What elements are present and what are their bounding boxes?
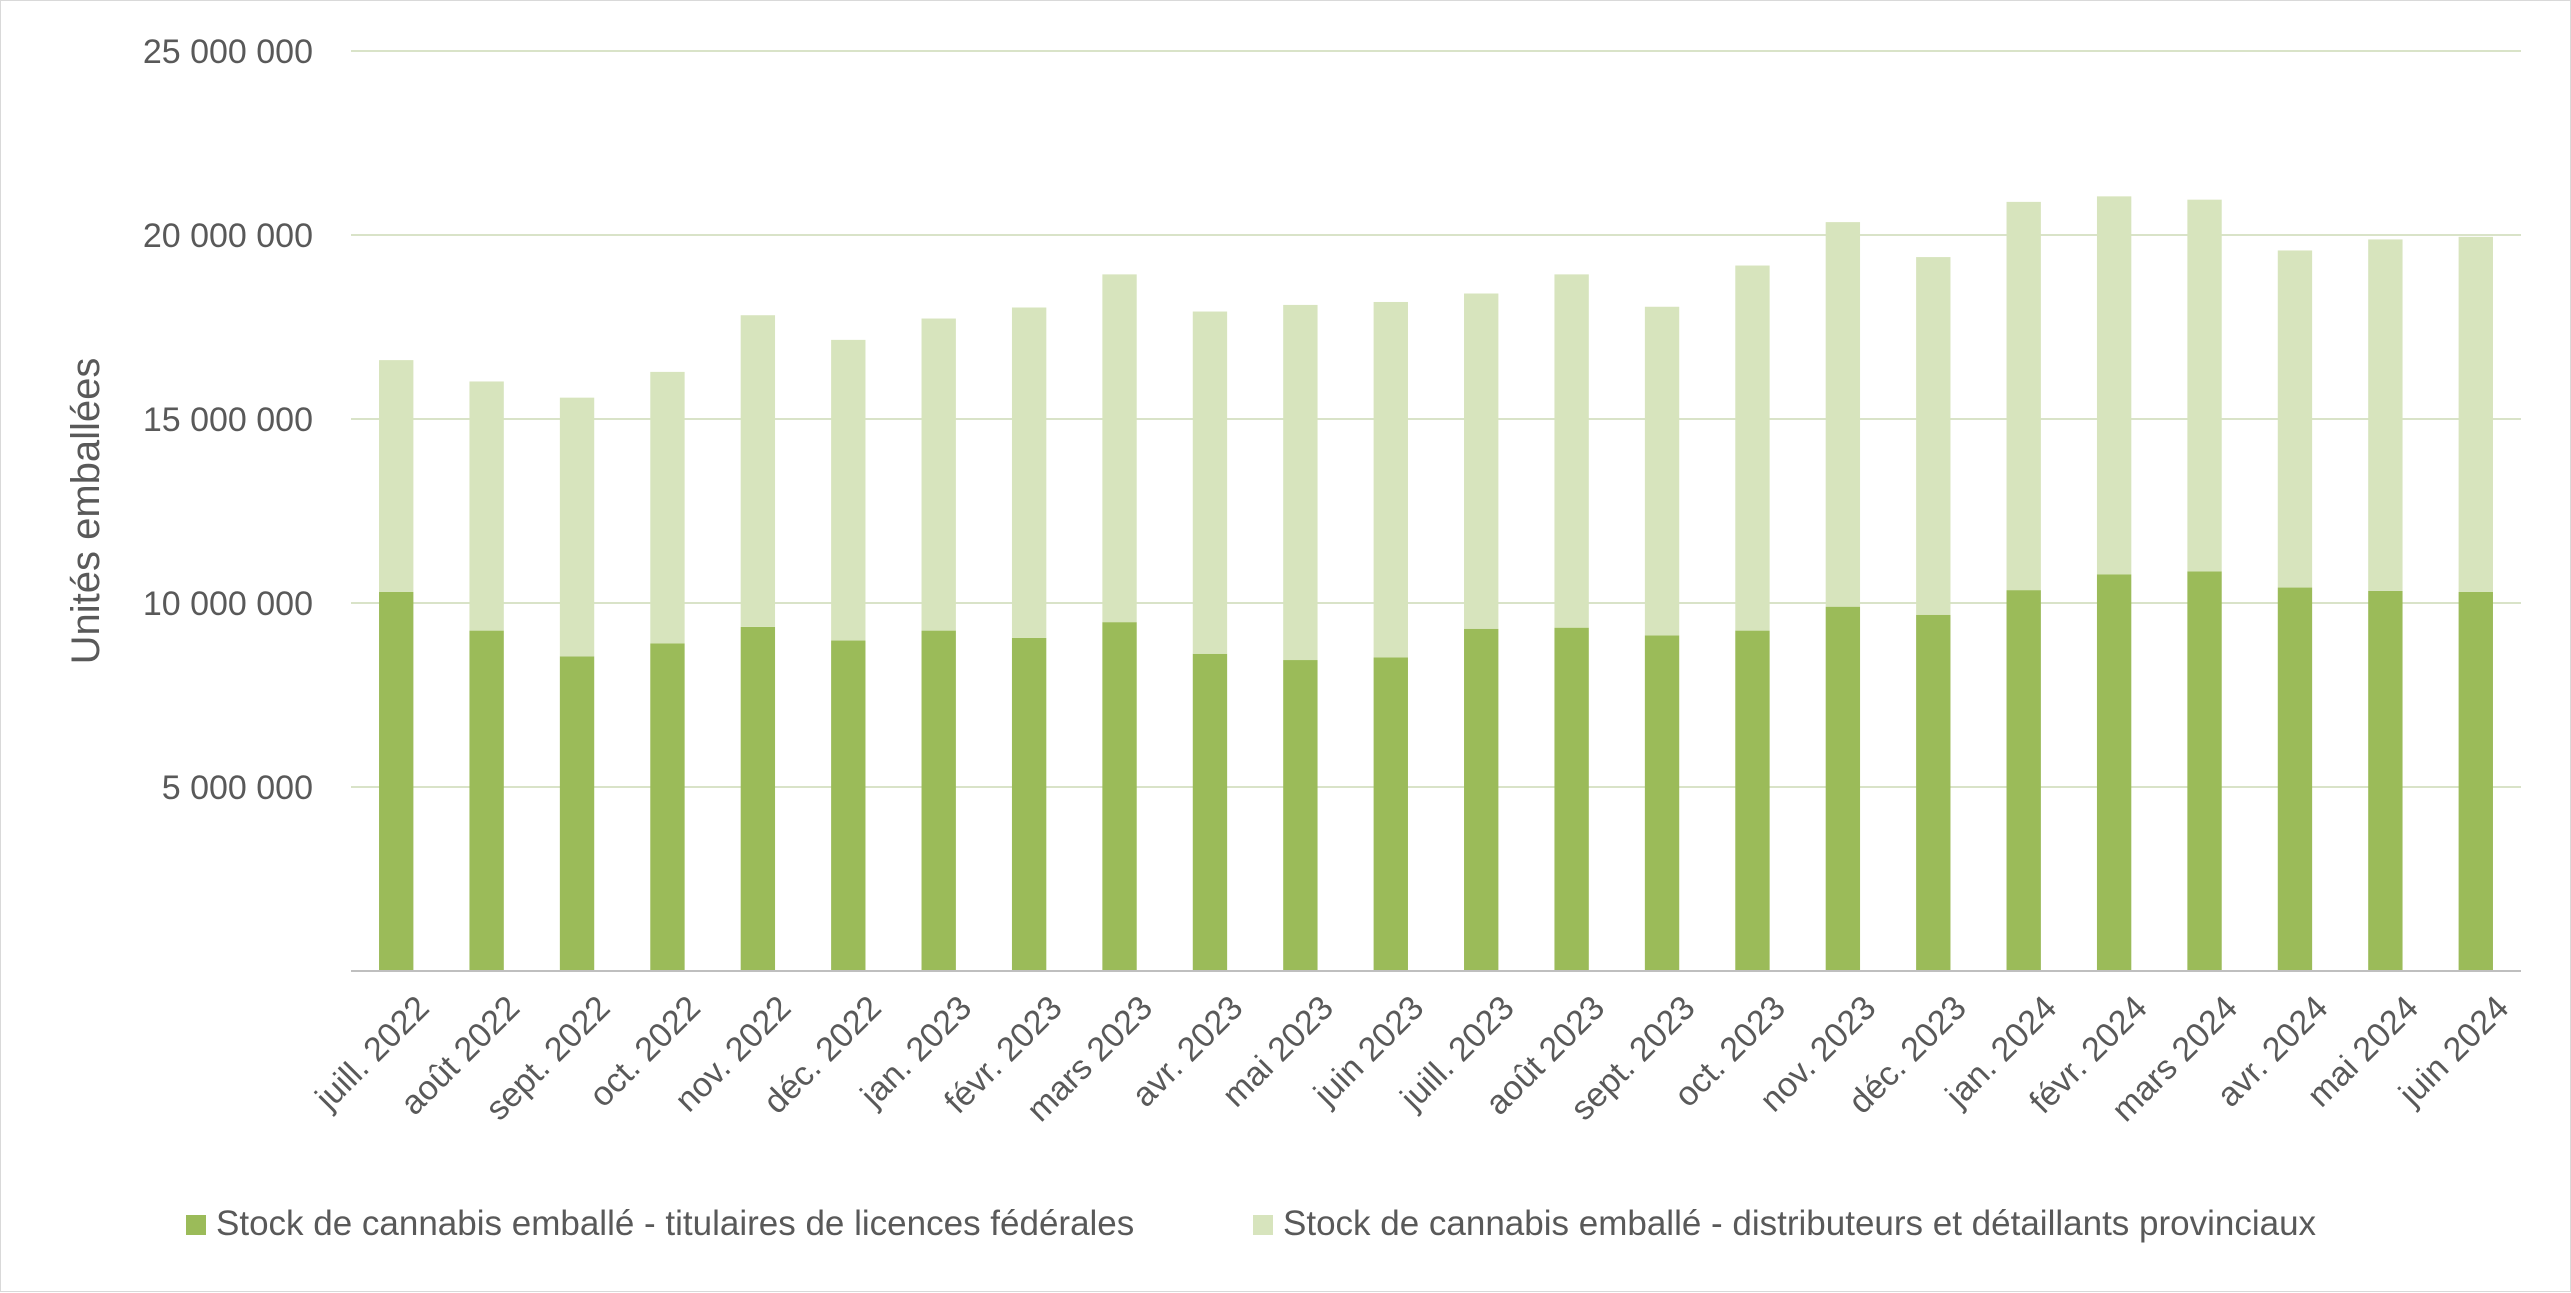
bar-segment-provincial [1102,274,1137,623]
bar-segment-federal [2277,587,2313,971]
bar-segment-federal [1825,606,1861,971]
bar-segment-federal [831,640,866,971]
bar-segment-federal [1735,630,1770,971]
bar-segment-provincial [740,315,776,627]
legend-label: Stock de cannabis emballé - distributeur… [1283,1204,2317,1243]
legend-label: Stock de cannabis emballé - titulaires d… [216,1204,1134,1243]
bar-segment-federal [379,591,414,971]
bar-segment-federal [1102,622,1137,971]
y-tick-label: 5 000 000 [162,769,313,807]
bar-segment-federal [1011,637,1047,971]
bar-segment-federal [469,630,504,971]
y-tick-label: 25 000 000 [143,33,313,71]
legend: Stock de cannabis emballé - titulaires d… [186,1204,2317,1243]
bar-segment-federal [2096,574,2132,971]
y-axis-title: Unités emballées [64,358,108,665]
bar-segment-federal [2187,571,2222,971]
bar-segment-provincial [1373,301,1408,658]
bar-segment-federal [559,656,595,971]
bar-segment-provincial [559,397,595,657]
bar-segment-provincial [379,360,414,592]
bar-segment-provincial [1011,307,1047,638]
bar-segment-provincial [1192,311,1228,654]
legend-swatch [1253,1215,1273,1235]
bar-segment-provincial [2368,239,2403,591]
bar-segment-federal [921,630,956,971]
y-axis-ticks: 5 000 000 10 000 000 15 000 000 20 000 000 2… [143,33,313,807]
bar-segment-provincial [2277,250,2313,588]
bar-segment-provincial [650,371,685,644]
bar-segment-federal [1644,635,1680,971]
bar-segment-provincial [1464,293,1499,629]
bar-segment-provincial [2458,236,2493,592]
bar-segment-federal [1283,660,1318,971]
legend-swatch [186,1215,206,1235]
bar-segment-provincial [1644,306,1680,636]
bar-segment-federal [1192,653,1228,971]
bar-segment-federal [650,643,685,971]
bar-segment-provincial [1735,265,1770,631]
y-tick-label: 15 000 000 [143,401,313,439]
bar-segment-provincial [2006,201,2041,591]
gridlines [351,50,2521,788]
bar-segment-federal [1554,627,1589,971]
bar-segment-federal [1464,628,1499,971]
bar-segment-federal [2368,590,2403,971]
bar-segment-federal [2006,590,2041,971]
bar-segment-federal [1916,614,1951,971]
bar-segment-federal [1373,657,1408,971]
bars [379,196,2493,971]
bar-segment-provincial [2187,199,2222,572]
bar-segment-provincial [1916,257,1951,615]
y-tick-label: 20 000 000 [143,217,313,255]
bar-segment-provincial [1825,222,1861,607]
bar-segment-provincial [2096,196,2132,575]
bar-segment-provincial [1283,304,1318,661]
bar-segment-federal [740,626,776,971]
bar-segment-provincial [921,318,956,631]
bar-segment-federal [2458,591,2493,971]
bar-segment-provincial [469,381,504,631]
bar-segment-provincial [1554,274,1589,628]
y-tick-label: 10 000 000 [143,585,313,623]
bar-segment-provincial [831,339,866,641]
